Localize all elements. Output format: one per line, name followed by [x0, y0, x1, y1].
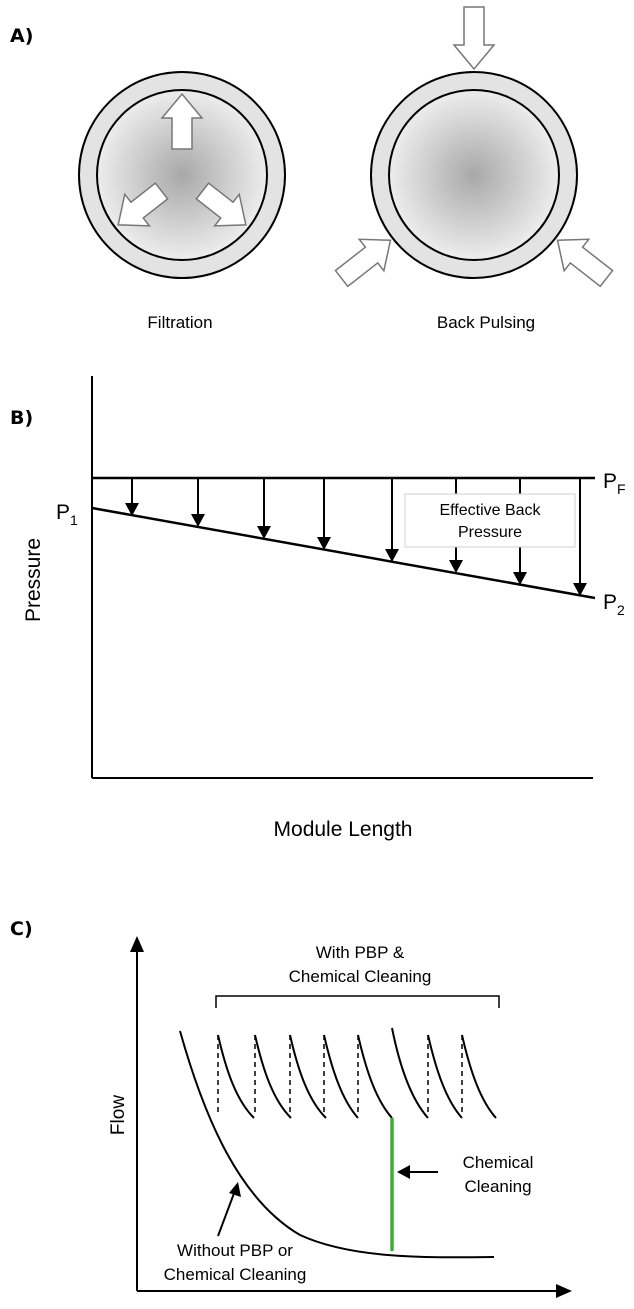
- box-line-2: Pressure: [458, 524, 522, 541]
- effective-back-pressure-box: [404, 493, 576, 548]
- panel-a-label: A): [10, 25, 33, 47]
- pressure-axis-label: Pressure: [22, 538, 45, 622]
- without-label-line-1: Without PBP or: [177, 1241, 293, 1260]
- permeate-pressure-line: [91, 506, 596, 600]
- pressure-arrow-head: [257, 526, 271, 539]
- outward-arrow-icon: [195, 182, 247, 227]
- pressure-arrows: [125, 478, 587, 596]
- sawtooth-decay: [254, 1034, 292, 1119]
- inward-arrow-icon: [334, 238, 392, 288]
- time-axis-arrow-icon: [556, 1284, 572, 1298]
- panel-b: B) Effective Back: [10, 376, 626, 841]
- outward-arrow-icon: [160, 92, 204, 150]
- sawtooth-decay: [217, 1034, 255, 1119]
- without-pbp-curve: [179, 1030, 495, 1259]
- pressure-arrow-head: [513, 572, 527, 585]
- without-pointer: [217, 1187, 237, 1237]
- chemical-cleaning-pointer-head: [397, 1165, 410, 1179]
- pressure-arrow-head: [385, 549, 399, 562]
- bracket-label-line-1: With PBP &: [316, 943, 405, 962]
- filtration-tube: [78, 71, 286, 279]
- chemical-cleaning-line-2: Cleaning: [464, 1177, 531, 1196]
- sawtooth-decay: [391, 1027, 429, 1119]
- without-label-line-2: Chemical Cleaning: [164, 1265, 307, 1284]
- panel-c: C) Flow With PBP & Chemical Cleaning: [10, 918, 572, 1298]
- bracket: [215, 995, 500, 1008]
- pressure-arrow-head: [317, 537, 331, 550]
- back-pulsing-caption: Back Pulsing: [437, 313, 535, 332]
- without-pointer-head: [229, 1182, 241, 1197]
- pbp-sawtooth: [217, 1027, 497, 1119]
- p1-label: P1: [56, 501, 78, 528]
- sawtooth-decay: [461, 1034, 497, 1119]
- module-length-axis-label: Module Length: [274, 818, 413, 841]
- pressure-arrow-head: [125, 503, 139, 516]
- panel-a: A): [10, 6, 614, 332]
- pressure-arrow-head: [573, 583, 587, 596]
- sawtooth-decay: [357, 1034, 393, 1119]
- flow-axis-label: Flow: [108, 1095, 129, 1135]
- bracket-label-line-2: Chemical Cleaning: [289, 967, 432, 986]
- inward-arrow-icon: [556, 238, 614, 288]
- panel-b-label: B): [10, 407, 33, 429]
- tube-lumen: [388, 89, 560, 261]
- sawtooth-decay: [427, 1034, 463, 1119]
- back-pulsing-tube: [334, 6, 614, 288]
- box-line-1: Effective Back: [439, 502, 541, 519]
- flow-axis-arrow-icon: [130, 936, 144, 952]
- pressure-arrow-head: [449, 560, 463, 573]
- pf-label: PF: [603, 470, 626, 497]
- chemical-cleaning-line-1: Chemical: [463, 1153, 534, 1172]
- filtration-caption: Filtration: [147, 313, 212, 332]
- sawtooth-decay: [289, 1034, 327, 1119]
- p2-label: P2: [603, 591, 625, 618]
- inward-arrow-icon: [452, 6, 496, 71]
- panel-c-label: C): [10, 918, 33, 940]
- sawtooth-decay: [323, 1034, 359, 1119]
- pressure-arrow-head: [191, 514, 205, 527]
- outward-arrow-icon: [117, 182, 169, 227]
